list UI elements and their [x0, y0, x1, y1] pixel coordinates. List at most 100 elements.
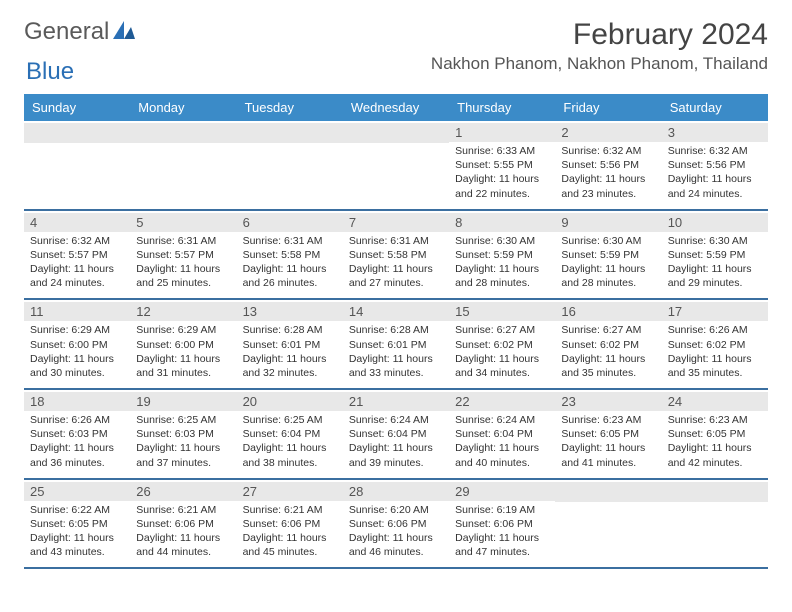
- sunset-text: Sunset: 6:03 PM: [30, 427, 124, 441]
- sunset-text: Sunset: 6:04 PM: [243, 427, 337, 441]
- day-number: 28: [343, 482, 449, 501]
- day-number: 26: [130, 482, 236, 501]
- day-cell: 18Sunrise: 6:26 AMSunset: 6:03 PMDayligh…: [24, 390, 130, 478]
- daylight-text-2: and 30 minutes.: [30, 366, 124, 380]
- daylight-text-2: and 22 minutes.: [455, 187, 549, 201]
- day-body: Sunrise: 6:29 AMSunset: 6:00 PMDaylight:…: [30, 323, 124, 380]
- sunset-text: Sunset: 6:06 PM: [243, 517, 337, 531]
- day-body: Sunrise: 6:32 AMSunset: 5:56 PMDaylight:…: [561, 144, 655, 201]
- title-block: February 2024 Nakhon Phanom, Nakhon Phan…: [431, 18, 768, 74]
- daylight-text-1: Daylight: 11 hours: [561, 172, 655, 186]
- sunrise-text: Sunrise: 6:32 AM: [561, 144, 655, 158]
- day-body: Sunrise: 6:23 AMSunset: 6:05 PMDaylight:…: [668, 413, 762, 470]
- sunset-text: Sunset: 6:03 PM: [136, 427, 230, 441]
- sunrise-text: Sunrise: 6:27 AM: [561, 323, 655, 337]
- month-title: February 2024: [431, 18, 768, 52]
- sunset-text: Sunset: 6:06 PM: [136, 517, 230, 531]
- day-number: [24, 123, 130, 143]
- day-cell: 3Sunrise: 6:32 AMSunset: 5:56 PMDaylight…: [662, 121, 768, 209]
- day-number: 14: [343, 302, 449, 321]
- day-cell: 29Sunrise: 6:19 AMSunset: 6:06 PMDayligh…: [449, 480, 555, 568]
- daylight-text-2: and 28 minutes.: [455, 276, 549, 290]
- day-body: Sunrise: 6:24 AMSunset: 6:04 PMDaylight:…: [349, 413, 443, 470]
- day-cell: 21Sunrise: 6:24 AMSunset: 6:04 PMDayligh…: [343, 390, 449, 478]
- day-cell: 10Sunrise: 6:30 AMSunset: 5:59 PMDayligh…: [662, 211, 768, 299]
- day-body: Sunrise: 6:30 AMSunset: 5:59 PMDaylight:…: [455, 234, 549, 291]
- daylight-text-1: Daylight: 11 hours: [136, 531, 230, 545]
- daylight-text-1: Daylight: 11 hours: [136, 262, 230, 276]
- day-cell: [237, 121, 343, 209]
- sunrise-text: Sunrise: 6:31 AM: [136, 234, 230, 248]
- daylight-text-2: and 42 minutes.: [668, 456, 762, 470]
- daylight-text-1: Daylight: 11 hours: [30, 352, 124, 366]
- sunrise-text: Sunrise: 6:30 AM: [455, 234, 549, 248]
- day-cell: [24, 121, 130, 209]
- daylight-text-2: and 27 minutes.: [349, 276, 443, 290]
- day-cell: 15Sunrise: 6:27 AMSunset: 6:02 PMDayligh…: [449, 300, 555, 388]
- day-cell: 9Sunrise: 6:30 AMSunset: 5:59 PMDaylight…: [555, 211, 661, 299]
- day-number: [237, 123, 343, 143]
- daylight-text-1: Daylight: 11 hours: [136, 441, 230, 455]
- daylight-text-2: and 26 minutes.: [243, 276, 337, 290]
- day-body: Sunrise: 6:30 AMSunset: 5:59 PMDaylight:…: [668, 234, 762, 291]
- day-number: [555, 482, 661, 502]
- sunset-text: Sunset: 6:06 PM: [349, 517, 443, 531]
- sunset-text: Sunset: 5:59 PM: [668, 248, 762, 262]
- day-body: Sunrise: 6:31 AMSunset: 5:57 PMDaylight:…: [136, 234, 230, 291]
- day-number: 9: [555, 213, 661, 232]
- daylight-text-2: and 45 minutes.: [243, 545, 337, 559]
- sunset-text: Sunset: 6:01 PM: [243, 338, 337, 352]
- day-number: 11: [24, 302, 130, 321]
- week-row: 1Sunrise: 6:33 AMSunset: 5:55 PMDaylight…: [24, 121, 768, 211]
- day-cell: 14Sunrise: 6:28 AMSunset: 6:01 PMDayligh…: [343, 300, 449, 388]
- day-number: 16: [555, 302, 661, 321]
- day-cell: 4 Sunrise: 6:32 AMSunset: 5:57 PMDaylight…: [24, 211, 130, 299]
- day-body: Sunrise: 6:26 AMSunset: 6:03 PMDaylight:…: [30, 413, 124, 470]
- sunrise-text: Sunrise: 6:24 AM: [349, 413, 443, 427]
- day-body: Sunrise: 6:25 AMSunset: 6:04 PMDaylight:…: [243, 413, 337, 470]
- day-body: Sunrise: 6:25 AMSunset: 6:03 PMDaylight:…: [136, 413, 230, 470]
- day-body: Sunrise: 6:26 AMSunset: 6:02 PMDaylight:…: [668, 323, 762, 380]
- day-cell: 17Sunrise: 6:26 AMSunset: 6:02 PMDayligh…: [662, 300, 768, 388]
- daylight-text-1: Daylight: 11 hours: [349, 262, 443, 276]
- sunrise-text: Sunrise: 6:32 AM: [30, 234, 124, 248]
- day-cell: 28Sunrise: 6:20 AMSunset: 6:06 PMDayligh…: [343, 480, 449, 568]
- day-header-row: Sunday Monday Tuesday Wednesday Thursday…: [24, 94, 768, 121]
- sunset-text: Sunset: 6:05 PM: [668, 427, 762, 441]
- daylight-text-1: Daylight: 11 hours: [243, 531, 337, 545]
- day-number: 4: [24, 213, 130, 232]
- daylight-text-1: Daylight: 11 hours: [561, 262, 655, 276]
- sunset-text: Sunset: 6:00 PM: [30, 338, 124, 352]
- day-body: Sunrise: 6:22 AMSunset: 6:05 PMDaylight:…: [30, 503, 124, 560]
- sunset-text: Sunset: 5:58 PM: [243, 248, 337, 262]
- day-header-saturday: Saturday: [662, 94, 768, 121]
- day-header-friday: Friday: [555, 94, 661, 121]
- sunset-text: Sunset: 5:57 PM: [30, 248, 124, 262]
- day-number: [343, 123, 449, 143]
- sunrise-text: Sunrise: 6:23 AM: [668, 413, 762, 427]
- daylight-text-1: Daylight: 11 hours: [668, 262, 762, 276]
- day-number: 12: [130, 302, 236, 321]
- daylight-text-2: and 24 minutes.: [30, 276, 124, 290]
- day-cell: 19Sunrise: 6:25 AMSunset: 6:03 PMDayligh…: [130, 390, 236, 478]
- day-number: 8: [449, 213, 555, 232]
- daylight-text-1: Daylight: 11 hours: [455, 352, 549, 366]
- day-body: Sunrise: 6:32 AMSunset: 5:57 PMDaylight:…: [30, 234, 124, 291]
- sunrise-text: Sunrise: 6:27 AM: [455, 323, 549, 337]
- day-cell: 23Sunrise: 6:23 AMSunset: 6:05 PMDayligh…: [555, 390, 661, 478]
- logo-mark-icon: [113, 18, 135, 46]
- day-number: 1: [449, 123, 555, 142]
- sunrise-text: Sunrise: 6:28 AM: [243, 323, 337, 337]
- logo: General: [24, 18, 137, 46]
- sunrise-text: Sunrise: 6:25 AM: [136, 413, 230, 427]
- day-cell: [130, 121, 236, 209]
- location-subtitle: Nakhon Phanom, Nakhon Phanom, Thailand: [431, 54, 768, 74]
- day-header-monday: Monday: [130, 94, 236, 121]
- day-cell: 12Sunrise: 6:29 AMSunset: 6:00 PMDayligh…: [130, 300, 236, 388]
- daylight-text-2: and 38 minutes.: [243, 456, 337, 470]
- sunset-text: Sunset: 6:02 PM: [668, 338, 762, 352]
- daylight-text-1: Daylight: 11 hours: [668, 352, 762, 366]
- daylight-text-2: and 43 minutes.: [30, 545, 124, 559]
- sunrise-text: Sunrise: 6:26 AM: [30, 413, 124, 427]
- weeks-container: 1Sunrise: 6:33 AMSunset: 5:55 PMDaylight…: [24, 121, 768, 569]
